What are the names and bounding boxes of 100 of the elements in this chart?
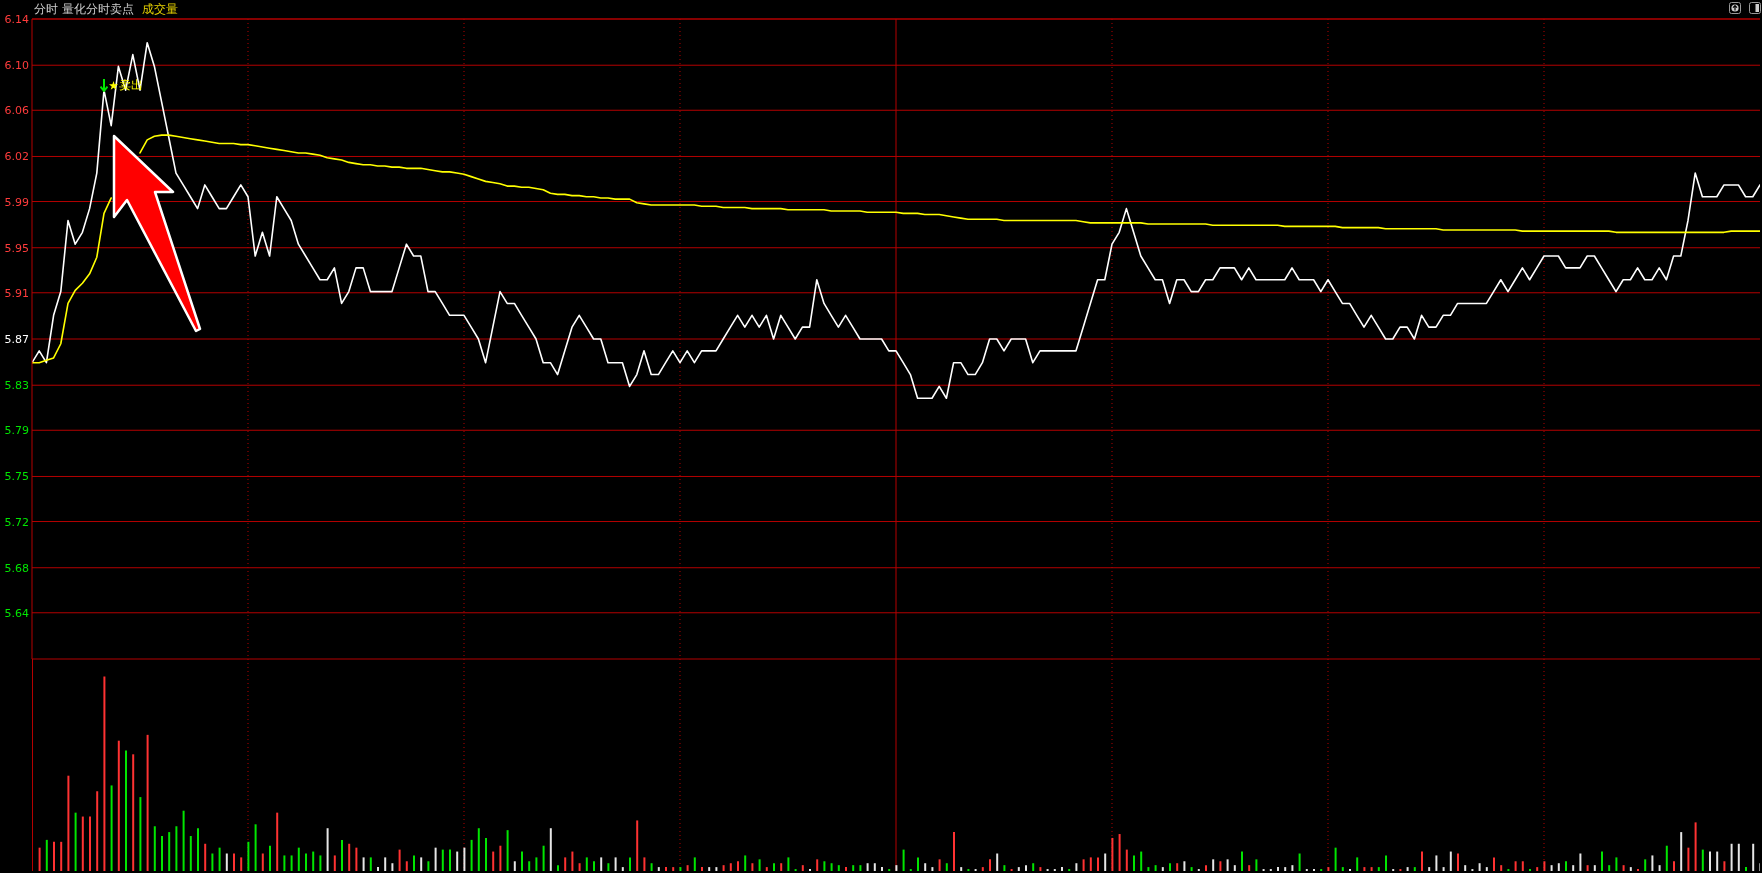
bar — [1557, 863, 1560, 871]
bar — [1140, 851, 1143, 871]
bar — [427, 861, 430, 871]
bar — [1550, 865, 1553, 871]
bar — [1241, 851, 1243, 871]
bar — [1565, 861, 1567, 871]
bar — [542, 845, 545, 871]
bar — [1709, 851, 1711, 871]
bar — [146, 734, 149, 871]
bar — [629, 857, 631, 871]
bar — [1413, 867, 1416, 871]
bar — [420, 857, 423, 871]
bar — [1363, 867, 1366, 871]
bar — [1233, 865, 1236, 871]
bar — [499, 845, 502, 871]
bar — [312, 851, 315, 871]
bar — [1334, 847, 1337, 871]
bar — [290, 855, 293, 871]
bar — [1097, 857, 1099, 871]
bar — [751, 863, 754, 871]
bar — [441, 849, 444, 871]
bar — [1500, 865, 1503, 871]
bar — [283, 855, 286, 871]
bar — [513, 861, 516, 871]
bar — [398, 849, 401, 871]
bar — [902, 849, 905, 871]
bar — [60, 841, 63, 871]
y-tick-label: 5.75 — [4, 470, 29, 484]
bar — [931, 867, 934, 871]
bar — [1017, 867, 1020, 871]
bar — [1089, 857, 1092, 871]
bar — [1025, 865, 1027, 871]
bar — [765, 867, 768, 871]
bar — [333, 855, 336, 871]
bar — [1075, 863, 1078, 871]
bar — [348, 843, 351, 871]
bar — [254, 824, 257, 871]
bar — [1435, 855, 1438, 871]
bar — [506, 830, 509, 871]
bar — [1586, 865, 1589, 871]
bar — [557, 865, 559, 871]
bar — [1161, 867, 1164, 871]
bar — [319, 855, 322, 871]
bar — [1370, 867, 1373, 871]
bar — [657, 867, 660, 871]
bar — [1442, 867, 1445, 871]
bar — [1248, 865, 1251, 871]
y-tick-label: 5.64 — [4, 606, 29, 620]
bar — [1291, 865, 1294, 871]
bar — [1493, 857, 1495, 871]
bar — [1723, 861, 1726, 871]
bar — [1226, 859, 1229, 871]
y-tick-label: 5.99 — [4, 195, 29, 209]
bar — [744, 855, 747, 871]
bar — [1673, 861, 1675, 871]
bar — [1104, 853, 1107, 871]
bar — [614, 857, 617, 871]
bar — [1118, 834, 1121, 871]
bar — [1154, 865, 1157, 871]
bar — [1457, 853, 1459, 871]
bar — [117, 740, 120, 871]
bar — [917, 857, 919, 871]
bar — [384, 857, 387, 871]
bar — [247, 841, 250, 871]
bar — [780, 863, 783, 871]
bar — [1255, 859, 1258, 871]
bar — [1593, 865, 1596, 871]
bar — [132, 754, 135, 871]
bar — [801, 865, 804, 871]
bar — [1205, 865, 1207, 871]
bar — [492, 851, 495, 871]
bar — [535, 857, 538, 871]
bar — [960, 867, 963, 871]
bar — [722, 865, 725, 871]
bar — [585, 857, 588, 871]
bar — [96, 791, 99, 871]
y-tick-label: 5.68 — [4, 561, 29, 575]
bar — [1212, 859, 1215, 871]
bar — [470, 839, 473, 871]
y-tick-label: 6.10 — [4, 59, 29, 73]
bar — [1125, 849, 1128, 871]
bar — [1694, 822, 1697, 871]
bar — [1449, 851, 1452, 871]
bar — [305, 853, 307, 871]
bar — [405, 861, 408, 871]
bar — [1752, 843, 1755, 871]
bar — [355, 847, 358, 871]
bar — [1651, 855, 1654, 871]
bar — [701, 867, 703, 871]
bar — [1687, 847, 1690, 871]
bar — [240, 857, 243, 871]
bar — [787, 857, 790, 871]
chart-title: 分时 量化分时卖点 — [34, 1, 134, 17]
line-series — [32, 41, 1760, 400]
bar — [1601, 851, 1603, 871]
bar — [189, 835, 192, 871]
bar — [1190, 867, 1193, 871]
bar — [1039, 867, 1042, 871]
bar — [1536, 867, 1539, 871]
bar — [103, 676, 106, 871]
